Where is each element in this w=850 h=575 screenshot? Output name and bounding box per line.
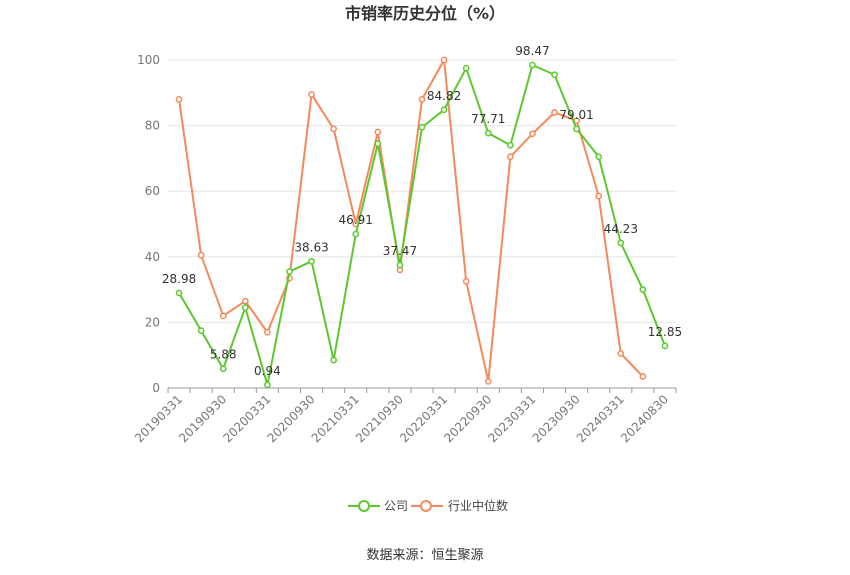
data-label: 79.01 — [559, 108, 593, 122]
data-label: 5.88 — [210, 348, 237, 362]
data-point — [639, 373, 647, 380]
data-point — [197, 251, 205, 259]
data-point — [529, 61, 536, 69]
data-point — [374, 140, 382, 147]
source-note: 数据来源：恒生聚源 — [366, 548, 483, 563]
data-point — [330, 356, 338, 364]
data-label: 37.47 — [383, 244, 417, 258]
data-point — [352, 230, 360, 238]
data-label: 44.23 — [604, 222, 638, 236]
y-tick-label: 0 — [152, 381, 160, 395]
data-point — [264, 381, 271, 389]
chart-title: 市销率历史分位（%） — [345, 4, 505, 23]
legend-item[interactable]: 公司 — [348, 499, 408, 513]
data-point — [462, 64, 470, 72]
data-point — [661, 342, 669, 350]
data-point — [484, 129, 492, 137]
data-point — [308, 257, 315, 265]
data-point — [440, 56, 448, 64]
data-point — [595, 153, 603, 161]
data-label: 46.91 — [339, 213, 373, 227]
data-point — [573, 125, 580, 133]
grid — [168, 59, 676, 323]
y-tick-label: 100 — [137, 53, 160, 67]
data-labels: 28.98 5.88 0.94 38.63 46.91 37.47 84.82 77.71 98… — [162, 44, 682, 378]
legend-swatch-marker — [358, 500, 370, 512]
legend[interactable]: 公司 行业中位数 — [348, 498, 508, 513]
data-point — [595, 192, 603, 200]
data-point — [551, 109, 558, 116]
data-point — [175, 289, 183, 297]
data-point — [330, 125, 338, 133]
legend-item[interactable]: 行业中位数 — [411, 498, 508, 513]
data-point — [308, 91, 315, 98]
y-tick-label: 20 — [145, 315, 160, 329]
x-tick-label: 20240830 — [618, 392, 671, 445]
data-point — [418, 96, 426, 103]
data-point — [219, 312, 227, 320]
data-label: 98.47 — [515, 44, 549, 58]
data-point — [241, 297, 249, 305]
data-point — [175, 96, 183, 103]
data-point — [219, 365, 227, 373]
data-point — [617, 239, 625, 247]
data-point — [551, 71, 558, 79]
data-label: 84.82 — [427, 89, 461, 103]
data-label: 77.71 — [471, 112, 505, 126]
y-tick-label: 60 — [145, 184, 160, 198]
legend-label: 行业中位数 — [448, 498, 508, 513]
data-point — [374, 128, 382, 136]
data-point — [529, 130, 536, 138]
data-point — [506, 153, 514, 161]
data-point — [462, 278, 470, 285]
y-tick-label: 80 — [145, 119, 160, 133]
series-line-1 — [178, 59, 644, 383]
data-label: 0.94 — [254, 364, 281, 378]
legend-swatch-marker — [420, 500, 432, 512]
data-point — [396, 261, 404, 269]
data-point — [440, 106, 448, 114]
data-label: 38.63 — [294, 240, 328, 254]
data-label: 28.98 — [162, 272, 196, 286]
data-point — [418, 123, 426, 131]
data-point — [241, 304, 249, 311]
data-point — [617, 350, 625, 357]
data-point — [639, 286, 647, 293]
data-point — [197, 327, 205, 334]
data-label: 12.85 — [648, 325, 682, 339]
legend-label: 公司 — [384, 499, 408, 513]
data-point — [286, 268, 293, 275]
data-point — [264, 328, 271, 336]
series-layer — [175, 56, 669, 389]
data-point — [484, 378, 492, 385]
y-tick-label: 40 — [145, 250, 160, 264]
data-point — [506, 141, 514, 149]
